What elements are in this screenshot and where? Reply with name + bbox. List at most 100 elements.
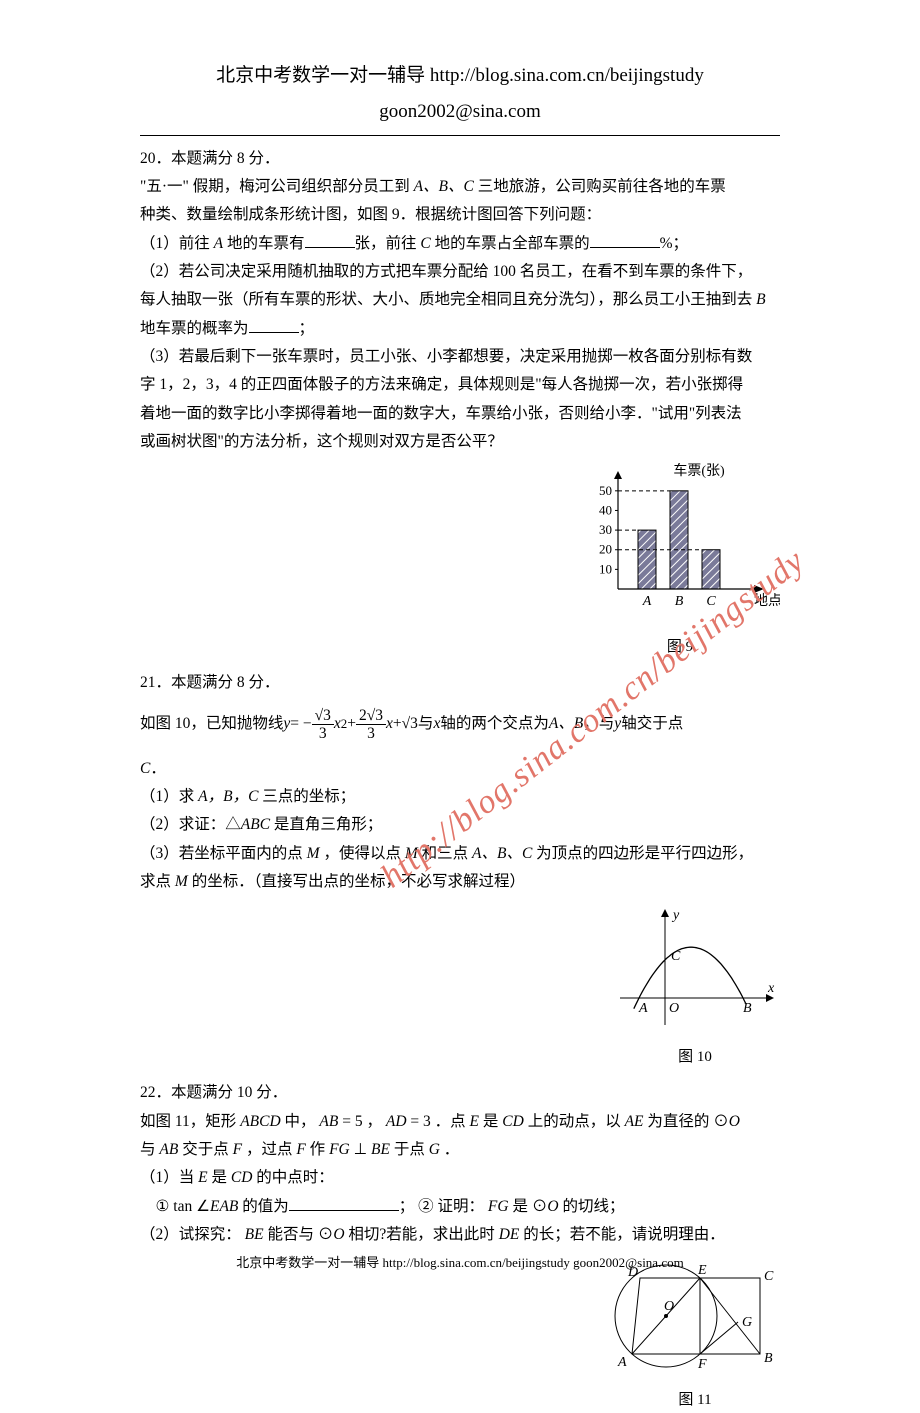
text: 作 xyxy=(306,1141,329,1158)
text: √3 xyxy=(402,711,418,737)
text: 每人抽取一张（所有车票的形状、大小、质地完全相同且充分洗匀），那么员工小王抽到去 xyxy=(140,291,756,308)
svg-text:20: 20 xyxy=(599,542,612,557)
text: 与 xyxy=(418,711,434,737)
text: AB xyxy=(319,1113,338,1130)
text: FG xyxy=(488,1198,509,1215)
p20-l2: 种类、数量绘制成条形统计图，如图 9．根据统计图回答下列问题： xyxy=(140,202,780,228)
text: E xyxy=(470,1113,479,1130)
text: + xyxy=(393,711,402,737)
figure-9: 车票(张)1020304050ABC地点图 9 xyxy=(580,463,780,660)
svg-text:x: x xyxy=(767,981,775,996)
p20-l6: 地车票的概率为 ； xyxy=(140,316,780,342)
p21-l3: （1）求 A，B，C 三点的坐标； xyxy=(140,784,780,810)
text: E xyxy=(198,1169,207,1186)
text: （3）若坐标平面内的点 xyxy=(140,845,307,862)
text: 是 ⊙ xyxy=(509,1198,548,1215)
text: F xyxy=(233,1141,242,1158)
text: ABC xyxy=(241,816,270,833)
p20-l7: （3）若最后剩下一张车票时，员工小张、小李都想要，决定采用抛掷一枚各面分别标有数 xyxy=(140,344,780,370)
p21-l4: （2）求证：△ABC 是直角三角形； xyxy=(140,812,780,838)
text: A、B xyxy=(549,711,583,737)
text: 轴交于点 xyxy=(621,711,683,737)
figure-10: ABOCxy图 10 xyxy=(610,903,780,1070)
text: 于点 xyxy=(390,1141,429,1158)
svg-text:地点: 地点 xyxy=(754,593,780,609)
text: 是 xyxy=(479,1113,502,1130)
svg-text:C: C xyxy=(671,949,681,964)
text: AD xyxy=(386,1113,407,1130)
text: AB xyxy=(159,1141,178,1158)
problem-20: 20．本题满分 8 分． "五·一" 假期，梅河公司组织部分员工到 A、B、C … xyxy=(140,146,780,456)
text: （1）求 xyxy=(140,788,198,805)
text: O xyxy=(333,1226,344,1243)
p20-l4: （2）若公司决定采用随机抽取的方式把车票分配给 100 名员工，在看不到车票的条… xyxy=(140,259,780,285)
text: 上的动点，以 xyxy=(524,1113,625,1130)
p21-l5: （3）若坐标平面内的点 M ，使得以点 M 和三点 A、B、C 为顶点的四边形是… xyxy=(140,841,780,867)
text: 中， xyxy=(281,1113,320,1130)
p21-l6: 求点 M 的坐标．（直接写出点的坐标，不必写求解过程） xyxy=(140,869,780,895)
text: = 3 ．点 xyxy=(407,1113,470,1130)
text: G xyxy=(429,1141,440,1158)
svg-text:A: A xyxy=(642,594,652,609)
text: DE xyxy=(499,1226,520,1243)
text: 与 xyxy=(140,1141,159,1158)
text: 张，前往 xyxy=(355,235,421,252)
text: ABCD xyxy=(240,1113,280,1130)
figure-10-wrap: ABOCxy图 10 xyxy=(140,903,780,1070)
p20-title: 20．本题满分 8 分． xyxy=(140,146,780,172)
p20-l9: 着地一面的数字比小李掷得着地一面的数字大，车票给小张，否则给小李．"试用"列表法 xyxy=(140,401,780,427)
numerator: 2√3 xyxy=(356,707,386,725)
header-line-1: 北京中考数学一对一辅导 http://blog.sina.com.cn/beij… xyxy=(140,60,780,92)
svg-text:B: B xyxy=(743,1001,752,1016)
p20-l5: 每人抽取一张（所有车票的形状、大小、质地完全相同且充分洗匀），那么员工小王抽到去… xyxy=(140,287,780,313)
blank xyxy=(590,232,660,248)
text: 的中点时： xyxy=(252,1169,333,1186)
text: ① tan ∠ xyxy=(140,1198,210,1215)
fraction: 2√33 xyxy=(356,707,386,742)
text: BE xyxy=(245,1226,264,1243)
text: 地车票的概率为 xyxy=(140,320,249,337)
text: （1）前往 xyxy=(140,235,214,252)
p22-l1: 如图 11，矩形 ABCD 中， AB = 5 ， AD = 3 ．点 E 是 … xyxy=(140,1109,780,1135)
text: ； ② 证明： xyxy=(399,1198,488,1215)
text: A，B，C xyxy=(198,788,258,805)
blank xyxy=(305,232,355,248)
svg-text:30: 30 xyxy=(599,522,612,537)
text: 的切线； xyxy=(559,1198,625,1215)
text: ； xyxy=(299,320,315,337)
svg-text:A: A xyxy=(638,1001,648,1016)
problem-21: 21．本题满分 8 分． 如图 10，已知抛物线 y = − √33 x2 + … xyxy=(140,670,780,895)
p21-title: 21．本题满分 8 分． xyxy=(140,670,780,696)
text: AE xyxy=(625,1113,644,1130)
svg-text:y: y xyxy=(671,908,680,923)
text: EAB xyxy=(210,1198,238,1215)
p20-l1: "五·一" 假期，梅河公司组织部分员工到 A、B、C 三地旅游，公司购买前往各地… xyxy=(140,174,780,200)
p22-l4: ① tan ∠EAB 的值为； ② 证明： FG 是 ⊙O 的切线； xyxy=(140,1194,780,1220)
text: %； xyxy=(660,235,688,252)
denominator: 3 xyxy=(356,725,386,742)
figure-11-wrap: DECABFGO图 11 xyxy=(140,1256,780,1413)
text: A、B、C xyxy=(414,178,474,195)
text: = − xyxy=(290,711,311,737)
text: C xyxy=(140,760,150,777)
text: ，与 xyxy=(583,711,614,737)
text: 是直角三角形； xyxy=(270,816,382,833)
problem-22: 22．本题满分 10 分． 如图 11，矩形 ABCD 中， AB = 5 ， … xyxy=(140,1080,780,1248)
p20-l3: （1）前往 A 地的车票有张，前往 C 地的车票占全部车票的%； xyxy=(140,231,780,257)
text: 的长；若不能，请说明理由． xyxy=(519,1226,724,1243)
p21-l1: 如图 10，已知抛物线 y = − √33 x2 + 2√33 x + √3 与… xyxy=(140,707,780,742)
text: C xyxy=(420,235,430,252)
text: CD xyxy=(231,1169,253,1186)
svg-text:C: C xyxy=(706,594,716,609)
svg-text:B: B xyxy=(764,1351,773,1366)
text: M xyxy=(175,873,188,890)
svg-text:10: 10 xyxy=(599,562,612,577)
svg-text:O: O xyxy=(669,1001,679,1016)
text: ． xyxy=(150,760,166,777)
text: ，过点 xyxy=(242,1141,296,1158)
text: y xyxy=(614,711,621,737)
p22-l3: （1）当 E 是 CD 的中点时： xyxy=(140,1165,780,1191)
text: M xyxy=(405,845,418,862)
text: 的值为 xyxy=(238,1198,288,1215)
header-line-2: goon2002@sina.com xyxy=(140,96,780,128)
